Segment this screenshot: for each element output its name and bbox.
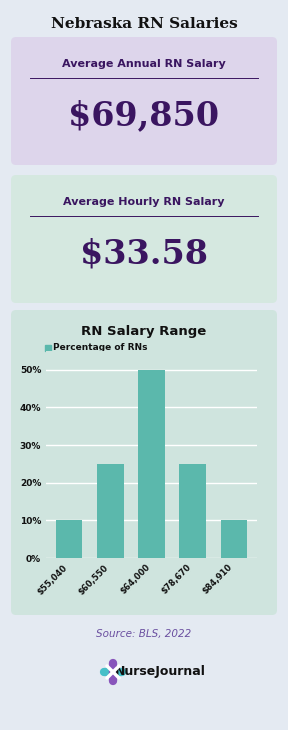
Text: Source: BLS, 2022: Source: BLS, 2022	[96, 629, 192, 639]
Text: Average Annual RN Salary: Average Annual RN Salary	[62, 59, 226, 69]
Text: NurseJournal: NurseJournal	[115, 666, 205, 678]
Bar	[56, 520, 82, 558]
FancyBboxPatch shape	[11, 37, 277, 165]
Bar	[97, 464, 124, 558]
Text: Percentage of RNs: Percentage of RNs	[53, 344, 147, 353]
Bar	[179, 464, 206, 558]
Text: $33.58: $33.58	[80, 237, 208, 271]
Text: Average Hourly RN Salary: Average Hourly RN Salary	[63, 197, 225, 207]
FancyBboxPatch shape	[11, 310, 277, 615]
FancyBboxPatch shape	[11, 175, 277, 303]
Text: RN Salary Range: RN Salary Range	[82, 325, 206, 337]
Bar	[138, 370, 165, 558]
Bar	[221, 520, 247, 558]
Text: Nebraska RN Salaries: Nebraska RN Salaries	[51, 17, 237, 31]
Text: $69,850: $69,850	[69, 99, 219, 133]
